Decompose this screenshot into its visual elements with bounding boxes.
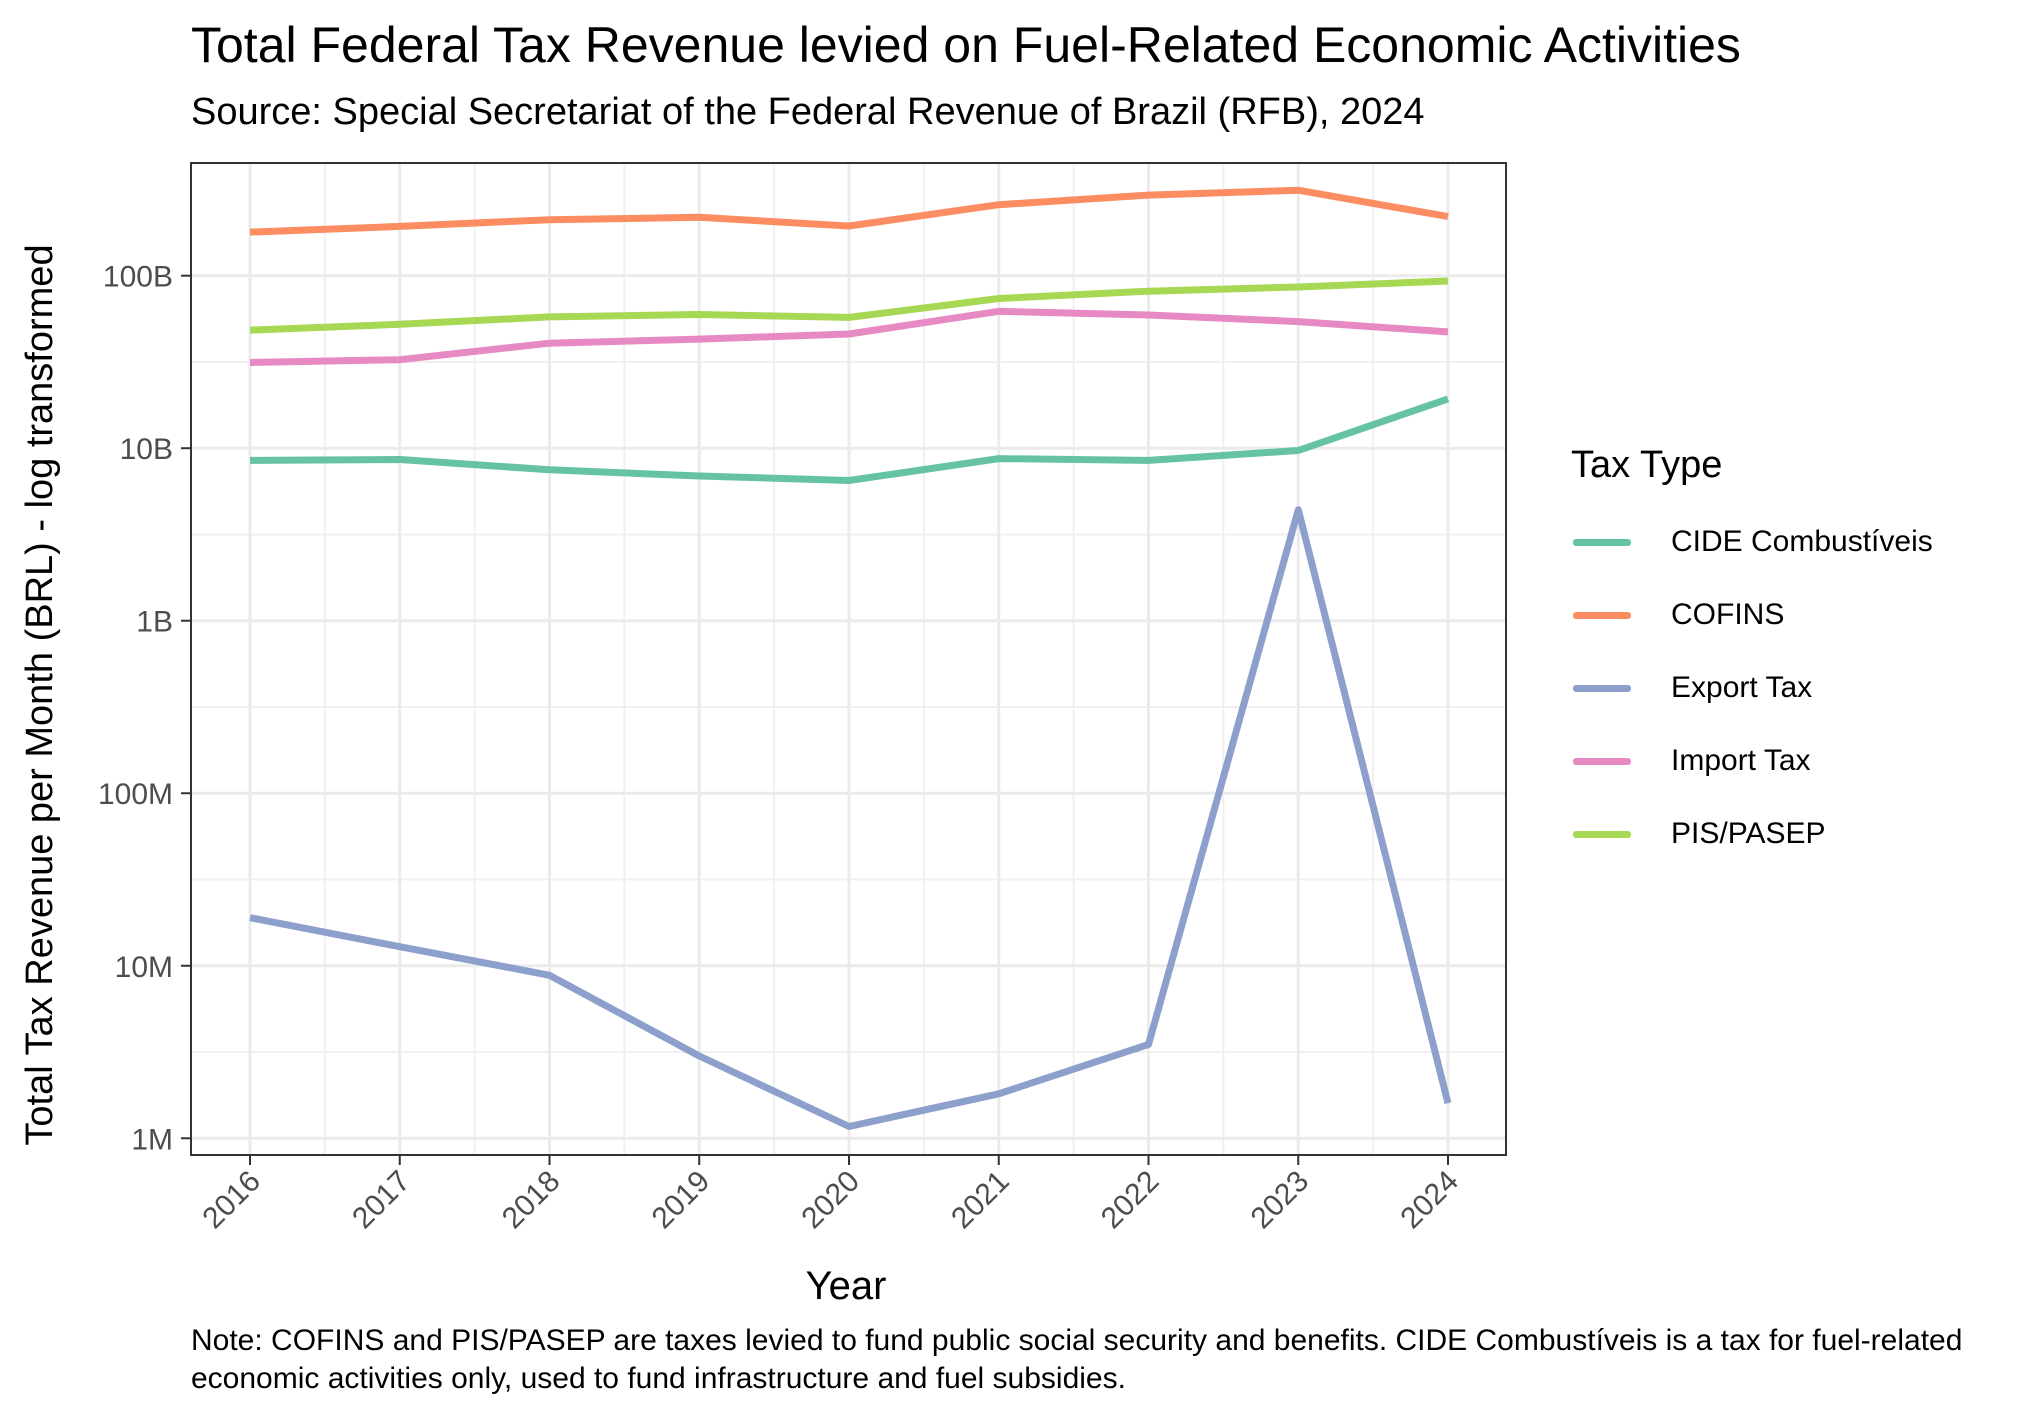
x-tick-label-2019: 2019 xyxy=(646,1165,717,1236)
major-gridlines xyxy=(191,163,1506,1155)
legend-label-cofins: COFINS xyxy=(1671,598,1785,631)
data-point-export-tax-2016 xyxy=(247,914,254,921)
data-point-import-tax-2016 xyxy=(247,359,254,366)
data-point-import-tax-2019 xyxy=(696,336,703,343)
data-point-pis-pasep-2020 xyxy=(846,314,853,321)
data-point-cofins-2021 xyxy=(995,201,1002,208)
data-point-import-tax-2021 xyxy=(995,308,1002,315)
data-point-import-tax-2018 xyxy=(546,340,553,347)
chart-title: Total Federal Tax Revenue levied on Fuel… xyxy=(191,17,1741,73)
data-point-cofins-2023 xyxy=(1295,187,1302,194)
legend-swatch-pis-pasep xyxy=(1573,831,1631,838)
chart-subtitle: Source: Special Secretariat of the Feder… xyxy=(191,91,1425,133)
series-export-tax xyxy=(247,506,1452,1130)
data-point-pis-pasep-2019 xyxy=(696,311,703,318)
data-point-pis-pasep-2021 xyxy=(995,295,1002,302)
data-point-export-tax-2024 xyxy=(1445,1100,1452,1107)
legend-label-export-tax: Export Tax xyxy=(1671,671,1813,704)
data-point-pis-pasep-2022 xyxy=(1145,288,1152,295)
data-point-import-tax-2023 xyxy=(1295,318,1302,325)
data-point-export-tax-2022 xyxy=(1145,1041,1152,1048)
data-point-pis-pasep-2024 xyxy=(1445,277,1452,284)
x-tick-label-2017: 2017 xyxy=(346,1165,417,1236)
legend-label-cide: CIDE Combustíveis xyxy=(1671,525,1933,558)
data-point-cide-combustiveis-2017 xyxy=(396,456,403,463)
y-tick-label-10m: 10M xyxy=(115,951,173,984)
y-tick-label-100m: 100M xyxy=(98,778,173,811)
data-point-cofins-2016 xyxy=(247,229,254,236)
data-point-import-tax-2022 xyxy=(1145,311,1152,318)
axis-ticks xyxy=(181,274,1449,1165)
data-point-export-tax-2023 xyxy=(1295,506,1302,513)
data-point-cide-combustiveis-2018 xyxy=(546,466,553,473)
series-line-export-tax xyxy=(249,506,1452,1130)
data-point-export-tax-2019 xyxy=(696,1052,703,1059)
data-point-cide-combustiveis-2019 xyxy=(696,473,703,480)
y-tick-label-10b: 10B xyxy=(120,433,173,466)
series-line-cofins xyxy=(249,186,1449,236)
x-tick-label-2022: 2022 xyxy=(1095,1165,1166,1236)
series-line-pis-pasep xyxy=(249,277,1449,334)
legend-label-import-tax: Import Tax xyxy=(1671,744,1811,777)
data-point-cofins-2020 xyxy=(846,223,853,230)
x-tick-label-2018: 2018 xyxy=(496,1165,567,1236)
x-tick-label-2024: 2024 xyxy=(1394,1165,1465,1236)
legend-swatch-import-tax xyxy=(1573,758,1631,765)
data-point-pis-pasep-2023 xyxy=(1295,283,1302,290)
y-tick-label-1m: 1M xyxy=(131,1123,173,1156)
series-lines xyxy=(247,186,1452,1130)
data-point-export-tax-2017 xyxy=(396,943,403,950)
x-tick-labels: 2016 2017 2018 2019 2020 2021 2022 2023 2024 xyxy=(196,1165,1465,1236)
data-point-export-tax-2021 xyxy=(995,1090,1002,1097)
data-point-pis-pasep-2018 xyxy=(546,313,553,320)
x-tick-label-2020: 2020 xyxy=(795,1165,866,1236)
data-point-cide-combustiveis-2023 xyxy=(1295,447,1302,454)
legend-swatch-export-tax xyxy=(1573,685,1631,692)
data-point-cide-combustiveis-2021 xyxy=(995,455,1002,462)
chart-caption-note: Note: COFINS and PIS/PASEP are taxes lev… xyxy=(191,1324,1963,1395)
series-cofins xyxy=(247,186,1452,236)
data-point-import-tax-2017 xyxy=(396,356,403,363)
data-point-cofins-2017 xyxy=(396,223,403,230)
data-point-cofins-2024 xyxy=(1445,213,1452,220)
data-point-pis-pasep-2016 xyxy=(247,327,254,334)
data-point-import-tax-2024 xyxy=(1445,328,1452,335)
series-line-cide-combustiveis xyxy=(249,395,1450,484)
series-line-import-tax xyxy=(249,307,1449,366)
legend-swatch-cide xyxy=(1573,539,1631,546)
data-point-import-tax-2020 xyxy=(846,331,853,338)
y-tick-label-1b: 1B xyxy=(136,606,173,639)
y-tick-label-100b: 100B xyxy=(103,261,173,294)
legend-swatch-cofins xyxy=(1573,612,1631,619)
data-point-export-tax-2018 xyxy=(546,972,553,979)
data-point-cide-combustiveis-2020 xyxy=(846,477,853,484)
data-point-cofins-2022 xyxy=(1145,192,1152,199)
x-tick-label-2023: 2023 xyxy=(1245,1165,1316,1236)
data-point-pis-pasep-2017 xyxy=(396,321,403,328)
series-import-tax xyxy=(247,307,1452,366)
series-pis-pasep xyxy=(247,277,1452,334)
data-point-cofins-2018 xyxy=(546,216,553,223)
y-tick-labels: 1M 10M 100M 1B 10B 100B xyxy=(98,261,173,1157)
x-axis-label: Year xyxy=(805,1264,887,1308)
data-point-cide-combustiveis-2024 xyxy=(1445,395,1452,402)
legend-title: Tax Type xyxy=(1571,444,1723,486)
x-tick-label-2021: 2021 xyxy=(945,1165,1016,1236)
data-point-export-tax-2020 xyxy=(846,1123,853,1130)
data-point-cofins-2019 xyxy=(696,214,703,221)
legend-label-pis-pasep: PIS/PASEP xyxy=(1671,817,1826,850)
series-cide-combustiveis xyxy=(247,395,1452,484)
data-point-cide-combustiveis-2022 xyxy=(1145,457,1152,464)
data-point-cide-combustiveis-2016 xyxy=(247,457,254,464)
x-tick-label-2016: 2016 xyxy=(196,1165,267,1236)
